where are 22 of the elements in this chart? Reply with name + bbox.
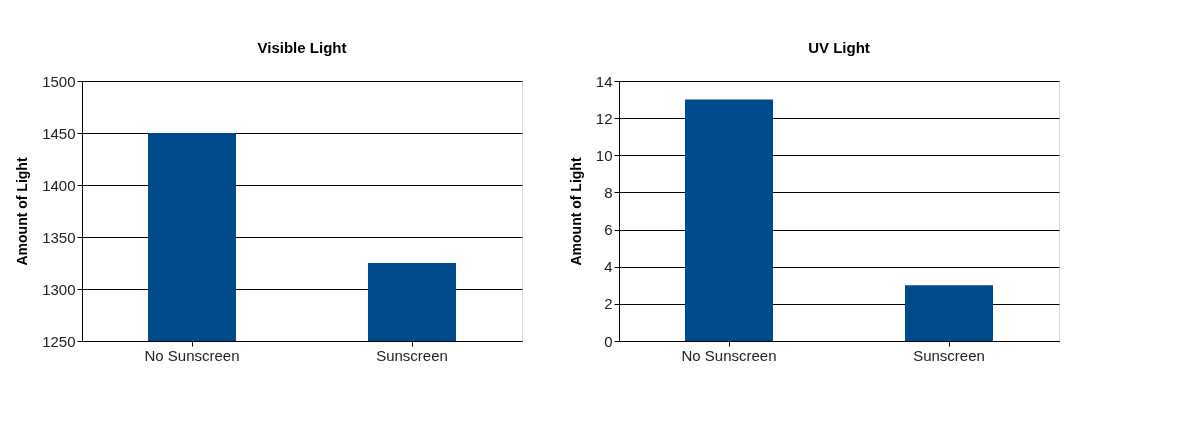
chart-title: UV Light (808, 39, 870, 56)
y-axis-title: Amount of Light (567, 157, 584, 266)
y-tick-label: 12 (595, 109, 613, 127)
y-tick-label: 1300 (42, 280, 76, 298)
x-tick-label: No Sunscreen (144, 346, 240, 364)
y-tick-label: 1350 (42, 228, 76, 246)
x-tick-label: Sunscreen (376, 346, 448, 364)
y-tick-label: 6 (604, 221, 613, 239)
y-tick-label: 10 (595, 146, 613, 164)
y-axis-title: Amount of Light (14, 157, 31, 266)
x-tick-label: No Sunscreen (681, 346, 777, 364)
y-tick-label: 1500 (42, 72, 76, 90)
y-tick-label: 1450 (42, 124, 76, 142)
y-tick-label: 14 (595, 72, 613, 90)
x-tick-label: Sunscreen (913, 346, 985, 364)
y-tick-label: 2 (604, 295, 613, 313)
y-tick-label: 1250 (42, 332, 76, 350)
chart-title: Visible Light (257, 39, 347, 56)
y-tick-label: 4 (604, 258, 613, 276)
y-tick-label: 1400 (42, 176, 76, 194)
y-tick-label: 0 (604, 332, 613, 350)
y-tick-label: 8 (604, 183, 613, 201)
